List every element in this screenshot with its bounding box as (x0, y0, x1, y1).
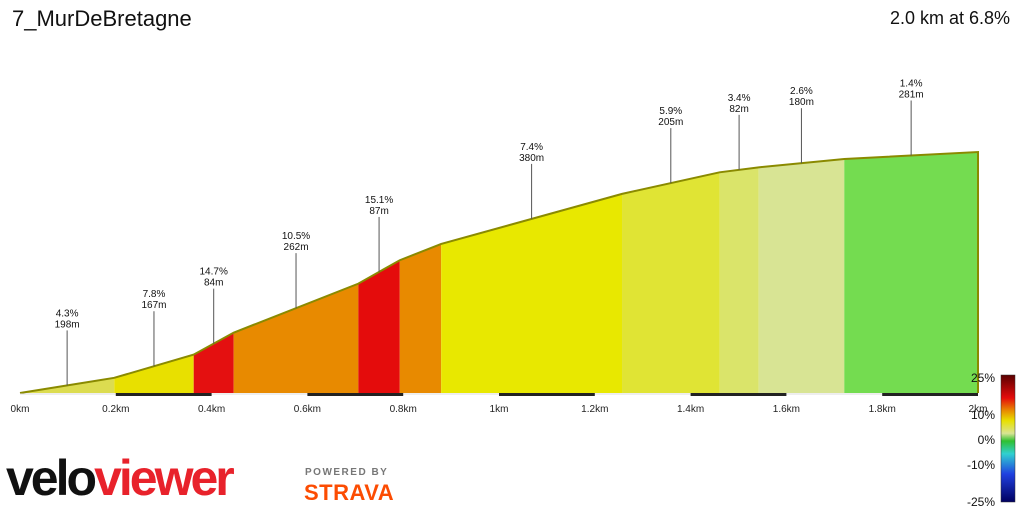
page-title: 7_MurDeBretagne (12, 6, 192, 31)
gradient-segment (622, 172, 720, 393)
segment-gradient-label: 7.8% (143, 289, 166, 300)
segment-length-label: 205m (658, 117, 683, 128)
x-tick-label: 1.8km (869, 404, 896, 415)
segment-gradient-label: 14.7% (200, 267, 228, 278)
segment-length-label: 180m (789, 97, 814, 108)
gradient-segment (193, 332, 234, 393)
x-tick-label: 0.4km (198, 404, 225, 415)
gradient-color-scale (1000, 374, 1016, 503)
axis-scale-bar (690, 393, 787, 396)
axis-scale-bar (115, 393, 212, 396)
color-scale-label: 0% (978, 433, 996, 447)
color-scale-labels: 25% 10% 0% -10% -25% (967, 371, 995, 509)
climb-summary: 2.0 km at 6.8% (889, 8, 1010, 28)
segment-length-label: 82m (729, 104, 748, 115)
gradient-segment (399, 243, 442, 393)
gradient-segment (844, 152, 978, 393)
segment-length-label: 198m (55, 319, 80, 330)
segment-gradient-label: 1.4% (900, 79, 923, 90)
color-scale-label: -25% (967, 495, 995, 509)
segment-length-label: 167m (141, 300, 166, 311)
x-tick-label: 0.2km (102, 404, 129, 415)
segment-length-label: 84m (204, 278, 223, 289)
segment-gradient-label: 4.3% (56, 308, 79, 319)
segment-gradient-label: 7.4% (520, 142, 543, 153)
x-tick-label: 1.2km (581, 404, 608, 415)
gradient-segment (441, 193, 623, 393)
veloviewer-logo: veloviewer (6, 450, 237, 506)
segment-length-label: 262m (284, 242, 309, 253)
strava-logo: STRAVA (304, 480, 395, 505)
axis-scale-bar (307, 393, 404, 396)
color-scale-label: -10% (967, 458, 995, 472)
axis-scale-bar (882, 393, 978, 396)
profile-outline (19, 150, 979, 394)
gradient-segment (358, 260, 400, 393)
segment-gradient-label: 5.9% (659, 106, 682, 117)
axis-scale-bar (499, 393, 595, 396)
gradient-segment (233, 283, 359, 393)
segment-gradient-label: 15.1% (365, 195, 393, 206)
segment-length-label: 281m (899, 90, 924, 101)
gradient-segment (114, 354, 194, 393)
x-tick-label: 0.8km (390, 404, 417, 415)
label-layer: 4.3%198m 7.8%167m 14.7%84m 10.5%262m 15.1%87… (55, 79, 924, 386)
x-tick-label: 1.4km (677, 404, 704, 415)
x-tick-label: 1.6km (773, 404, 800, 415)
segment-gradient-label: 3.4% (728, 93, 751, 104)
segment-gradient-label: 2.6% (790, 86, 813, 97)
color-scale-label: 25% (971, 371, 995, 385)
segment-length-label: 380m (519, 153, 544, 164)
x-tick-label: 0.6km (294, 404, 321, 415)
x-tick-label: 1km (490, 404, 509, 415)
gradient-segment (758, 159, 845, 393)
x-tick-label: 0km (11, 404, 30, 415)
segment-layer (20, 152, 978, 393)
powered-by-label: POWERED BY (305, 467, 389, 478)
svg-text:veloviewer: veloviewer (6, 450, 234, 506)
segment-gradient-label: 10.5% (282, 231, 310, 242)
segment-length-label: 87m (369, 206, 388, 217)
gradient-segment (719, 167, 759, 393)
color-scale-label: 10% (971, 408, 995, 422)
x-axis: 0km 0.2km 0.4km 0.6km 0.8km 1km 1.2km 1.4km 1.6k… (11, 393, 988, 415)
x-tick-label: 2km (969, 404, 988, 415)
